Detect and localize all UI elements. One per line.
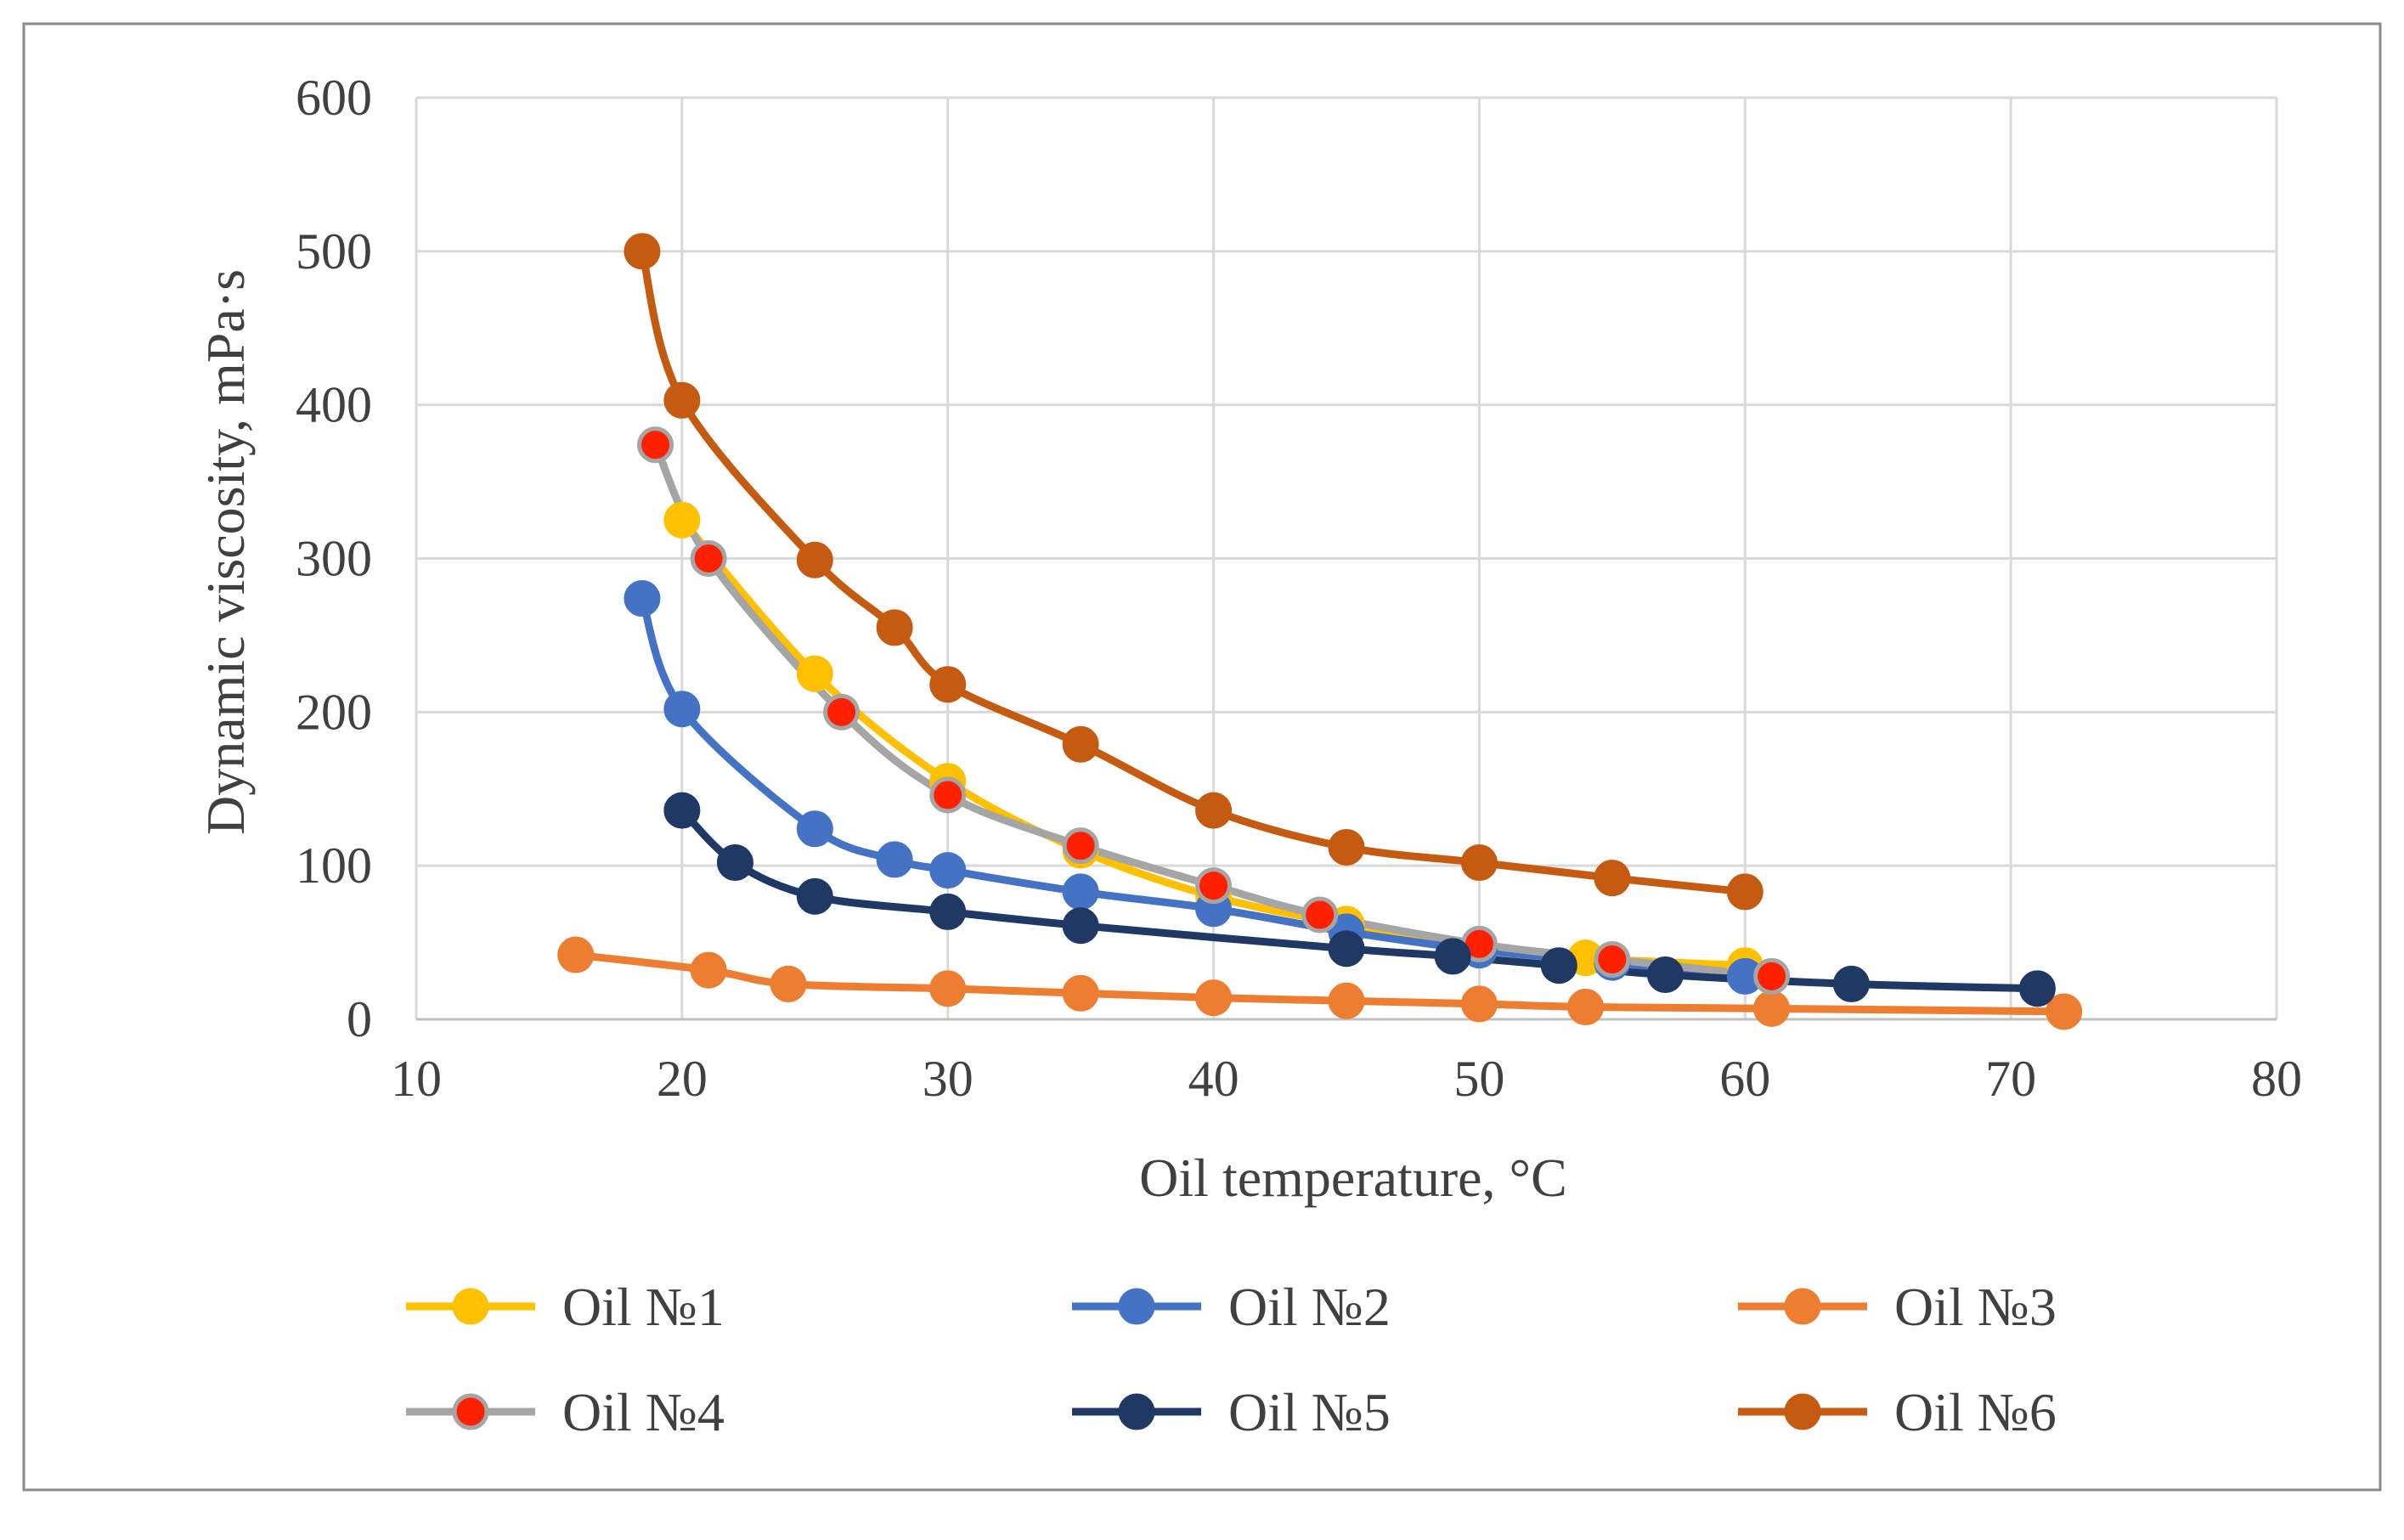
data-point-series-6: [1460, 844, 1498, 882]
y-tick-label: 0: [347, 991, 372, 1047]
data-point-series-3: [1062, 974, 1099, 1012]
data-point-series-3: [1460, 985, 1498, 1023]
chart-frame: [22, 22, 2382, 1492]
data-point-series-2: [1062, 873, 1099, 911]
data-point-series-4: [637, 426, 674, 464]
data-point-series-6: [624, 233, 661, 270]
data-point-series-3: [1195, 979, 1233, 1017]
legend-label: Oil №4: [562, 1382, 725, 1442]
data-point-series-4: [1062, 827, 1099, 865]
x-tick-label: 20: [657, 1051, 708, 1107]
data-point-series-4: [1594, 940, 1631, 978]
data-point-series-3: [929, 970, 967, 1007]
y-tick-label: 200: [296, 684, 372, 740]
data-point-series-2: [663, 691, 701, 728]
y-tick-label: 100: [296, 838, 372, 894]
data-point-series-5: [716, 844, 753, 882]
data-point-series-5: [1540, 947, 1577, 984]
data-point-series-6: [1594, 860, 1631, 897]
data-point-series-2: [929, 852, 967, 889]
markers-group: [557, 233, 2083, 1030]
data-point-series-5: [2018, 970, 2056, 1007]
legend-label: Oil №6: [1894, 1382, 2057, 1442]
data-point-series-2: [876, 841, 913, 878]
data-point-series-3: [557, 936, 595, 973]
data-point-series-4: [690, 540, 727, 577]
legend-swatch-marker: [452, 1288, 489, 1325]
legend-item-5[interactable]: Oil №5: [1072, 1382, 1391, 1442]
data-point-series-6: [1062, 725, 1099, 763]
y-tick-label: 400: [296, 377, 372, 433]
x-tick-label: 40: [1188, 1051, 1239, 1107]
legend-item-2[interactable]: Oil №2: [1072, 1277, 1391, 1337]
data-point-series-1: [796, 655, 833, 692]
y-tick-label: 600: [296, 70, 372, 126]
data-point-series-6: [929, 666, 967, 703]
x-tick-label: 10: [391, 1051, 442, 1107]
y-tick-label: 300: [296, 531, 372, 587]
x-tick-label: 70: [1985, 1051, 2036, 1107]
data-point-series-6: [663, 381, 701, 419]
data-point-series-4: [1301, 896, 1339, 934]
data-point-series-4: [929, 776, 967, 814]
data-point-series-5: [1434, 938, 1471, 975]
data-point-series-4: [1753, 957, 1791, 995]
legend-label: Oil №1: [562, 1277, 725, 1337]
data-point-series-4: [1195, 867, 1233, 905]
x-tick-label: 50: [1453, 1051, 1504, 1107]
data-point-series-5: [1646, 956, 1684, 994]
data-point-series-5: [929, 893, 967, 930]
x-axis-title: Oil temperature, °C: [1139, 1148, 1567, 1208]
data-point-series-6: [796, 541, 833, 578]
data-point-series-2: [624, 580, 661, 618]
x-tick-label: 60: [1719, 1051, 1770, 1107]
legend-swatch-marker: [1118, 1288, 1155, 1325]
y-axis-title: Dynamic viscosity, mPa·s: [195, 269, 256, 835]
legend-item-1[interactable]: Oil №1: [406, 1277, 725, 1337]
data-point-series-4: [823, 693, 861, 731]
legend-item-6[interactable]: Oil №6: [1738, 1382, 2057, 1442]
legend-label: Oil №2: [1228, 1277, 1391, 1337]
data-point-series-3: [2046, 993, 2083, 1030]
data-point-series-5: [796, 877, 833, 915]
data-point-series-3: [1328, 982, 1365, 1019]
x-tick-label: 30: [923, 1051, 973, 1107]
data-point-series-5: [1832, 965, 1870, 1002]
data-point-series-6: [1195, 792, 1233, 829]
axes: 10 20 30 40 50 60 70 80 0 100 200 300 400 500 600: [296, 70, 2302, 1107]
legend-item-4[interactable]: Oil №4: [406, 1382, 725, 1442]
data-point-series-5: [1328, 930, 1365, 967]
legend-swatch-marker: [1784, 1288, 1821, 1325]
legend-label: Oil №5: [1228, 1382, 1391, 1442]
legend-label: Oil №3: [1894, 1277, 2057, 1337]
legend-swatch-marker: [1118, 1393, 1155, 1430]
data-point-series-3: [1567, 989, 1605, 1026]
y-tick-label: 500: [296, 223, 372, 279]
data-point-series-3: [1753, 990, 1791, 1027]
legend-swatch-marker: [1784, 1393, 1821, 1430]
data-point-series-5: [663, 792, 701, 829]
data-point-series-6: [1328, 828, 1365, 866]
legend[interactable]: Oil №1 Oil №2 Oil №3 Oil №4 Oil №5 Oil №6: [406, 1277, 2057, 1442]
data-point-series-6: [1726, 873, 1763, 911]
data-point-series-3: [690, 951, 727, 989]
data-point-series-6: [876, 609, 913, 646]
data-point-series-5: [1062, 907, 1099, 945]
data-point-series-3: [770, 965, 807, 1002]
legend-item-3[interactable]: Oil №3: [1738, 1277, 2057, 1337]
x-tick-label: 80: [2251, 1051, 2302, 1107]
data-point-series-2: [796, 810, 833, 848]
data-point-series-1: [663, 501, 701, 539]
legend-swatch-marker: [452, 1393, 489, 1430]
